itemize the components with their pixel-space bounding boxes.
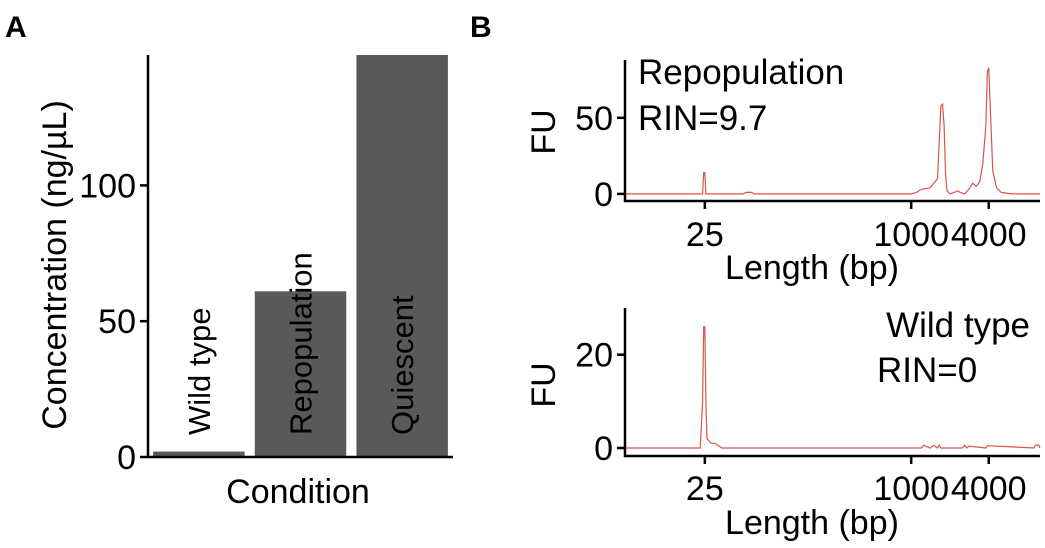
x-tick-label: 4000 <box>951 216 1027 254</box>
sample-name-annotation: Repopulation <box>638 53 844 92</box>
x-tick-label: 4000 <box>951 470 1027 508</box>
bar-category-label: Quiescent <box>385 295 420 435</box>
x-ticks: 25 1000 4000 <box>686 201 1027 254</box>
panel-a-bar-chart: Wild type Repopulation Quiescent 0 50 100 Co… <box>36 55 453 511</box>
electropherogram-trace-repopulation <box>625 67 1040 195</box>
y-tick-label: 0 <box>594 430 613 468</box>
panel-b-bottom-electropherogram: Wild type RIN=0 0 20 25 1000 4000 Length (b… <box>525 306 1041 542</box>
y-axis-title: FU <box>525 362 563 407</box>
sample-name-annotation: Wild type <box>886 306 1030 345</box>
bar-label-group: Wild type Repopulation Quiescent <box>182 252 420 435</box>
rin-annotation: RIN=0 <box>877 351 977 390</box>
bar <box>356 55 448 457</box>
x-tick-label: 1000 <box>873 216 949 254</box>
rin-annotation: RIN=9.7 <box>638 99 767 138</box>
y-tick-label: 50 <box>98 303 136 341</box>
x-tick-label: 1000 <box>873 470 949 508</box>
x-axis-title: Length (bp) <box>725 249 899 287</box>
x-ticks: 25 1000 4000 <box>686 456 1027 508</box>
x-tick-label: 25 <box>686 470 724 508</box>
x-tick-label: 25 <box>686 216 724 254</box>
y-tick-label: 50 <box>575 100 613 138</box>
y-ticks: 0 50 <box>575 100 625 214</box>
bar-group <box>153 55 448 457</box>
y-tick-label: 100 <box>79 167 136 205</box>
y-axis-title: Concentration (ng/µL) <box>36 100 74 430</box>
x-axis-title: Condition <box>226 473 370 511</box>
panel-letter-a: A <box>5 11 27 44</box>
bar <box>153 451 245 457</box>
bar-category-label: Wild type <box>182 308 217 435</box>
y-tick-label: 0 <box>117 439 136 477</box>
bar <box>254 291 347 457</box>
y-axis-title: FU <box>525 109 563 154</box>
y-ticks: 0 50 100 <box>79 167 148 477</box>
bar-category-label: Repopulation <box>284 252 319 435</box>
x-axis-title: Length (bp) <box>725 504 899 542</box>
panel-letter-b: B <box>470 11 492 44</box>
y-ticks: 0 20 <box>575 337 625 468</box>
y-tick-label: 0 <box>594 176 613 214</box>
y-tick-label: 20 <box>575 337 613 375</box>
electropherogram-trace-wild-type <box>625 326 1041 449</box>
panel-b-top-electropherogram: Repopulation RIN=9.7 0 50 25 1000 4000 Leng… <box>525 53 1040 287</box>
